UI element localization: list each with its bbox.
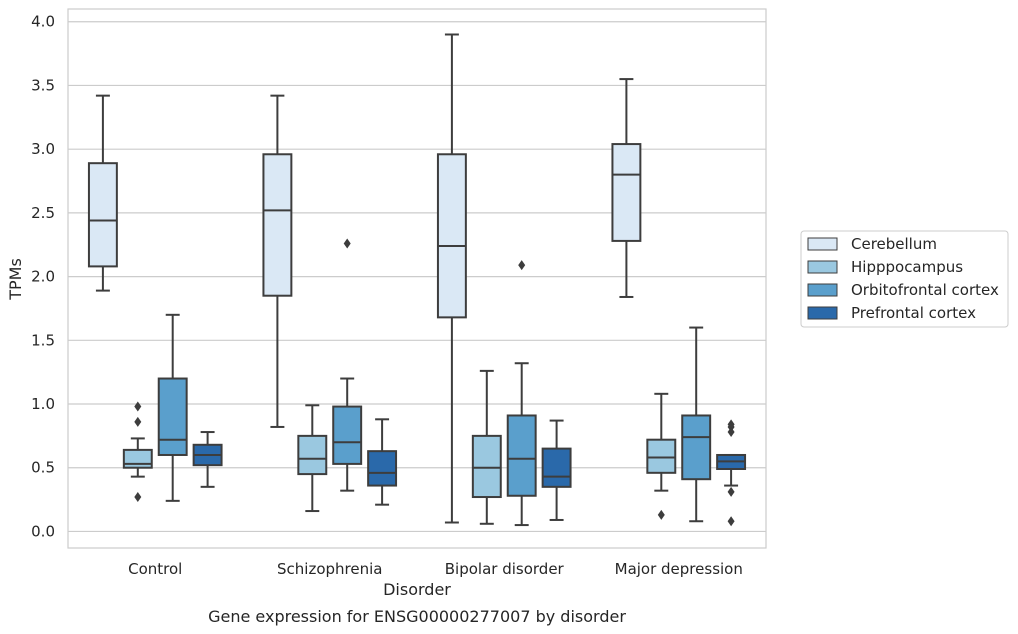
box-1-2 — [332, 238, 363, 492]
y-tick-label: 0.0 — [31, 522, 55, 540]
legend-label: Orbitofrontal cortex — [851, 281, 999, 299]
iqr-box — [646, 438, 677, 474]
legend-swatch — [807, 237, 838, 251]
legend: Cerebellum Hipppocampus Orbitofrontal cort… — [800, 230, 1009, 328]
outlier-point — [727, 427, 735, 438]
legend-frame — [800, 230, 1009, 328]
box-2-1 — [471, 369, 502, 525]
iqr-box — [262, 153, 293, 297]
outlier-point — [134, 416, 142, 427]
box-1-1 — [297, 404, 328, 513]
outlier-point — [727, 516, 735, 527]
y-axis-label: TPMs — [6, 258, 25, 301]
iqr-box — [157, 377, 188, 456]
plot-frame — [67, 8, 767, 549]
y-tick-label: 1.5 — [31, 331, 55, 349]
box-0-3 — [192, 431, 223, 488]
box-1-3 — [367, 418, 398, 506]
box-0-1 — [122, 401, 153, 503]
x-tick-label: Major depression — [615, 560, 743, 578]
legend-label: Prefrontal cortex — [851, 304, 976, 322]
iqr-box — [122, 448, 153, 469]
legend-label: Hipppocampus — [851, 258, 963, 276]
y-tick-label: 1.0 — [31, 395, 55, 413]
y-tick-label: 2.0 — [31, 268, 55, 286]
box-1-0 — [262, 94, 293, 428]
iqr-box — [332, 405, 363, 465]
box-3-3 — [716, 419, 747, 527]
box-3-2 — [681, 326, 712, 523]
iqr-box — [367, 450, 398, 487]
outlier-point — [727, 421, 735, 432]
box-2-2 — [506, 260, 537, 527]
outlier-point — [657, 509, 665, 520]
legend-items: Cerebellum Hipppocampus Orbitofrontal cort… — [807, 235, 999, 322]
box-0-2 — [157, 313, 188, 502]
x-tick-label: Bipolar disorder — [445, 560, 565, 578]
y-tick-label: 4.0 — [31, 13, 55, 31]
outlier-point — [134, 492, 142, 503]
outlier-point — [343, 238, 351, 249]
iqr-box — [681, 414, 712, 481]
x-tick-label: Schizophrenia — [277, 560, 382, 578]
y-tick-label: 3.5 — [31, 76, 55, 94]
y-tick-labels: 0.0 0.5 1.0 1.5 2.0 2.5 3.0 3.5 4.0 — [31, 13, 55, 541]
box-2-0 — [436, 33, 467, 524]
chart-caption: Gene expression for ENSG00000277007 by d… — [208, 607, 626, 626]
iqr-box — [436, 153, 467, 319]
box-3-1 — [646, 392, 677, 520]
legend-label: Cerebellum — [851, 235, 937, 253]
iqr-box — [541, 447, 572, 488]
outlier-point — [518, 260, 526, 271]
iqr-box — [297, 434, 328, 476]
legend-swatch — [807, 306, 838, 320]
iqr-box — [506, 414, 537, 497]
y-tick-label: 0.5 — [31, 459, 55, 477]
x-tick-label: Control — [128, 560, 182, 578]
iqr-box — [87, 162, 118, 268]
legend-swatch — [807, 283, 838, 297]
box-plots — [87, 33, 747, 527]
legend-swatch — [807, 260, 838, 274]
box-2-3 — [541, 419, 572, 521]
box-3-0 — [611, 78, 642, 298]
box-0-0 — [87, 94, 118, 292]
y-tick-label: 3.0 — [31, 140, 55, 158]
outlier-point — [134, 401, 142, 412]
y-tick-label: 2.5 — [31, 204, 55, 222]
x-axis-label: Disorder — [383, 580, 451, 599]
outlier-point — [727, 486, 735, 497]
iqr-box — [611, 143, 642, 242]
iqr-box — [471, 434, 502, 499]
x-tick-labels: Control Schizophrenia Bipolar disorder Majo… — [128, 560, 743, 578]
